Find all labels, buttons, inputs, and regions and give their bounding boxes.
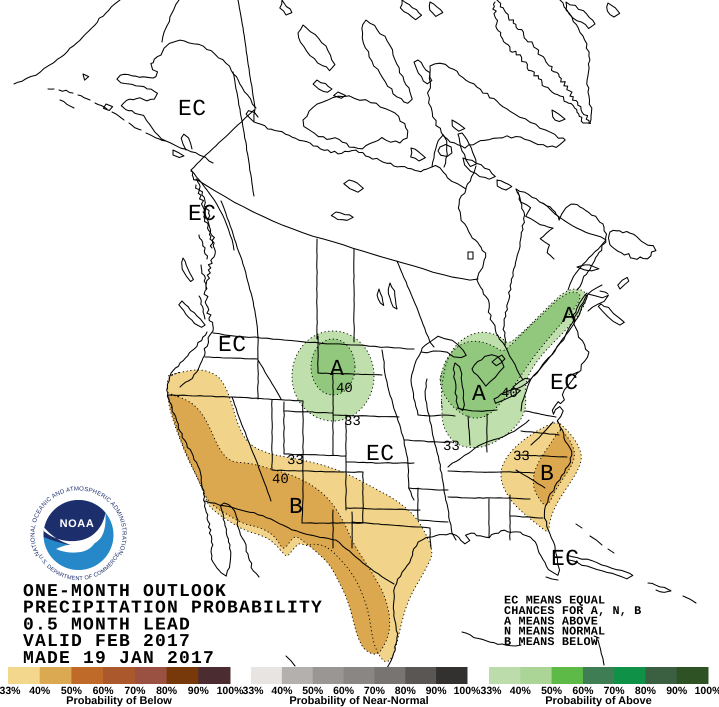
svg-text:EC: EC — [188, 201, 217, 227]
svg-text:33: 33 — [287, 453, 304, 469]
svg-text:60%: 60% — [93, 685, 115, 697]
svg-text:33: 33 — [513, 449, 530, 465]
svg-text:100%: 100% — [217, 685, 245, 697]
svg-text:33: 33 — [344, 414, 361, 430]
svg-text:50%: 50% — [61, 685, 83, 697]
svg-text:50%: 50% — [541, 685, 563, 697]
svg-text:40%: 40% — [271, 685, 293, 697]
svg-text:40%: 40% — [29, 685, 51, 697]
svg-text:80%: 80% — [635, 685, 657, 697]
svg-text:70%: 70% — [604, 685, 626, 697]
svg-text:70%: 70% — [364, 685, 386, 697]
svg-text:40: 40 — [501, 386, 518, 402]
svg-text:90%: 90% — [666, 685, 688, 697]
svg-text:NOAA: NOAA — [60, 518, 95, 530]
svg-text:Probability of Near-Normal: Probability of Near-Normal — [289, 695, 428, 707]
svg-text:EC: EC — [178, 96, 207, 122]
svg-text:50%: 50% — [302, 685, 324, 697]
svg-text:ONE-MONTH OUTLOOK PRECIPITATIO: ONE-MONTH OUTLOOK PRECIPITATION PROBABIL… — [23, 582, 335, 669]
svg-text:60%: 60% — [572, 685, 594, 697]
svg-text:90%: 90% — [426, 685, 448, 697]
svg-text:33%: 33% — [0, 685, 21, 697]
svg-text:40: 40 — [272, 472, 289, 488]
svg-text:90%: 90% — [188, 685, 210, 697]
svg-text:33: 33 — [443, 439, 460, 455]
svg-text:40%: 40% — [510, 685, 532, 697]
svg-text:EC MEANS EQUAL CHANCES FOR A,: EC MEANS EQUAL CHANCES FOR A, N, B A MEA… — [504, 594, 649, 650]
svg-text:A: A — [472, 381, 486, 407]
svg-text:EC: EC — [550, 370, 579, 396]
svg-text:Probability of Above: Probability of Above — [545, 695, 652, 707]
svg-text:100%: 100% — [695, 685, 719, 697]
svg-text:40: 40 — [336, 381, 353, 397]
svg-text:80%: 80% — [395, 685, 417, 697]
svg-text:A: A — [562, 303, 576, 329]
svg-text:60%: 60% — [333, 685, 355, 697]
svg-text:33%: 33% — [480, 685, 502, 697]
svg-text:A: A — [330, 356, 344, 382]
svg-text:100%: 100% — [454, 685, 482, 697]
svg-text:B: B — [289, 494, 303, 520]
svg-text:EC: EC — [366, 441, 395, 467]
svg-text:B: B — [540, 461, 554, 487]
svg-text:70%: 70% — [124, 685, 146, 697]
svg-text:Probability of Below: Probability of Below — [66, 695, 172, 707]
svg-text:33%: 33% — [242, 685, 264, 697]
svg-text:80%: 80% — [156, 685, 178, 697]
svg-text:EC: EC — [551, 546, 580, 572]
svg-text:EC: EC — [218, 332, 247, 358]
